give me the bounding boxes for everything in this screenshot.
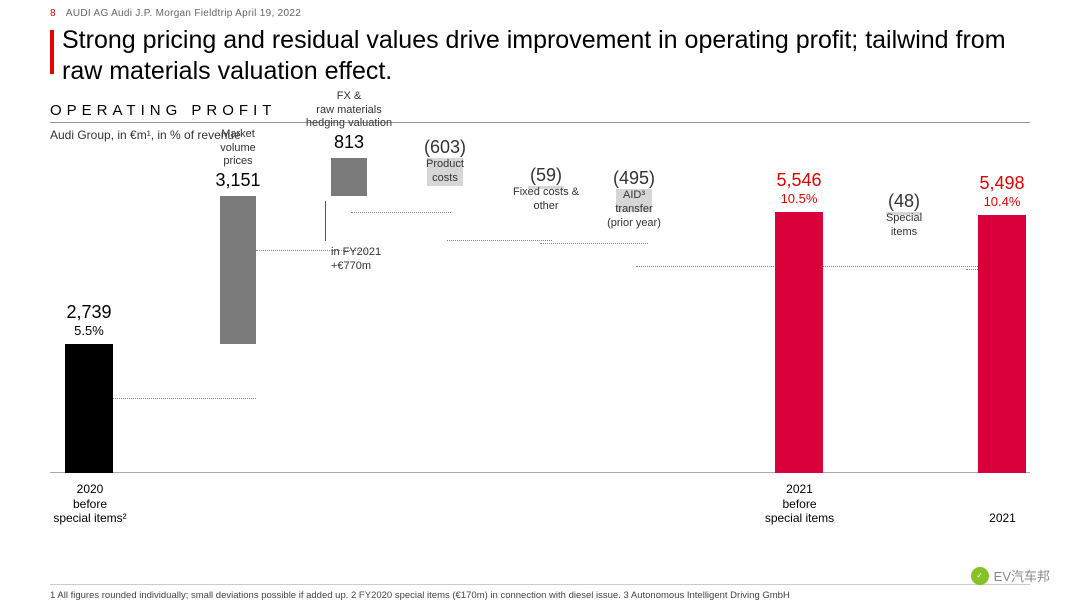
connector bbox=[351, 212, 451, 213]
note-line bbox=[325, 201, 326, 241]
accent-bar bbox=[50, 30, 54, 74]
page-title: Strong pricing and residual values drive… bbox=[62, 25, 1030, 88]
connector bbox=[636, 266, 776, 267]
bar-label-fixed: (59)Fixed costs &other bbox=[498, 164, 594, 214]
bar-market bbox=[220, 196, 256, 344]
bar-label-product: (603)Productcosts bbox=[397, 136, 493, 186]
bar-label-special: (48)Specialitems bbox=[856, 190, 952, 240]
sub-note: in FY2021+€770m bbox=[331, 246, 411, 274]
bar-label-market: Marketvolumeprices3,151 bbox=[190, 128, 286, 192]
bar-result2021 bbox=[978, 215, 1026, 473]
page-number: 8 bbox=[50, 8, 56, 19]
connector bbox=[447, 240, 552, 241]
chart-baseline bbox=[50, 472, 1030, 473]
bar-label-result2021: 5,49810.4% bbox=[948, 172, 1056, 211]
bar-fx bbox=[331, 158, 367, 196]
section-heading: OPERATING PROFIT bbox=[50, 102, 1030, 123]
waterfall-chart: 2,7395.5%2020beforespecial items²Marketv… bbox=[50, 148, 1030, 528]
breadcrumb: AUDI AG Audi J.P. Morgan Fieldtrip April… bbox=[66, 8, 301, 19]
bar-start2020 bbox=[65, 344, 113, 473]
axis-label-result2021pre: 2021beforespecial items bbox=[752, 482, 847, 525]
wechat-icon: ✓ bbox=[971, 567, 989, 585]
bar-label-start2020: 2,7395.5% bbox=[35, 301, 143, 340]
footnote: 1 All figures rounded individually; smal… bbox=[50, 584, 1030, 601]
connector bbox=[540, 243, 648, 244]
watermark: ✓ EV汽车邦 bbox=[971, 566, 1050, 585]
connector bbox=[823, 266, 978, 267]
connector bbox=[113, 398, 256, 399]
bar-label-fx: FX &raw materialshedging valuation813 bbox=[301, 90, 397, 154]
page-header: 8 AUDI AG Audi J.P. Morgan Fieldtrip Apr… bbox=[0, 0, 1080, 23]
watermark-text: EV汽车邦 bbox=[994, 566, 1050, 585]
bar-label-result2021pre: 5,54610.5% bbox=[745, 169, 853, 208]
bar-label-aid: (495)AID³transfer(prior year) bbox=[586, 167, 682, 231]
axis-label-start2020: 2020beforespecial items² bbox=[45, 482, 135, 525]
axis-label-result2021: 2021 bbox=[965, 511, 1040, 525]
bar-result2021pre bbox=[775, 212, 823, 473]
